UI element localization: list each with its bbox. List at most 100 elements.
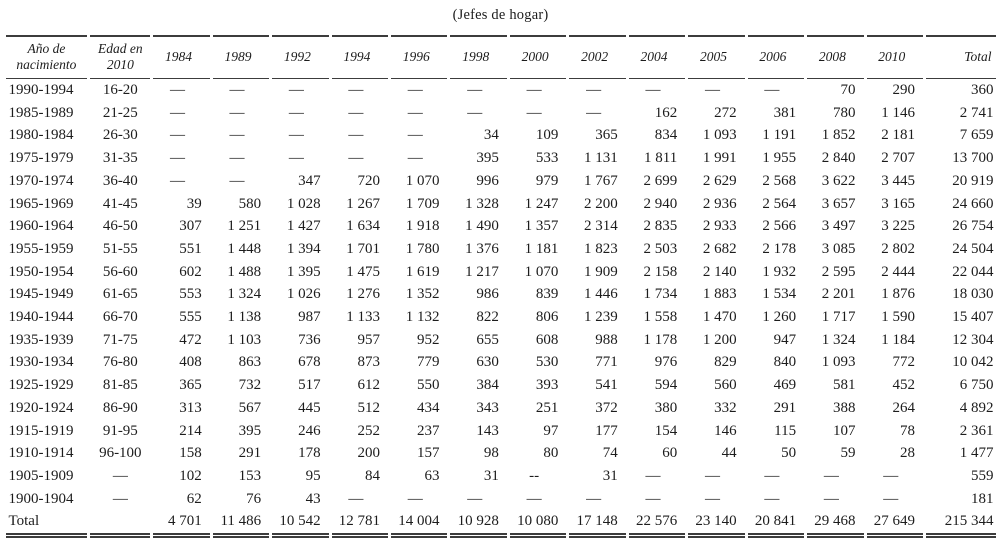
table-cell: 979	[535, 172, 559, 189]
table-cell: 555	[179, 309, 202, 326]
table-cell: 1 070	[405, 172, 440, 189]
table-cell: 29 468	[807, 510, 864, 539]
total-row: Total 4 701 11 486 10 542 12 781 14 004 10 928…	[5, 510, 996, 539]
table-cell: 1 811	[644, 150, 678, 167]
column-header: 2010	[866, 35, 923, 79]
table-cell: 655	[476, 331, 499, 348]
table-cell: 365	[179, 377, 202, 394]
table-cell: 11 486	[212, 510, 270, 539]
table-cell: 21-25	[102, 104, 138, 121]
table-cell: 153	[238, 467, 262, 484]
table-cell: 200	[357, 445, 381, 462]
table-cell: 581	[833, 377, 856, 394]
column-header: 2000	[509, 35, 567, 79]
table-cell: —	[112, 467, 128, 484]
table-cell: 630	[476, 354, 499, 371]
table-cell: 41-45	[102, 195, 138, 212]
table-cell: 24 504	[952, 240, 994, 257]
table-cell: 1 619	[405, 263, 440, 280]
table-row: 1930-1934 76-80 408 863 678 873 779 630 530 771 97…	[6, 351, 996, 374]
table-cell: 3 445	[881, 172, 915, 189]
table-row: 1915-1919 91-95 214 395 246 252 237 143 97 177 154…	[6, 420, 996, 443]
table-cell: —	[704, 82, 720, 98]
table-cell: 834	[654, 127, 678, 144]
table-cell: 1 394	[286, 240, 321, 257]
table-row: 1905-1909 — 102 153 95 84 63 31 -- 31 — — — — — 559	[6, 465, 996, 488]
table-cell: 237	[416, 422, 440, 439]
table-cell: 395	[476, 150, 499, 167]
table-cell: 2 201	[821, 286, 856, 303]
table-cell: 3 225	[881, 218, 915, 235]
column-header: 1984	[153, 35, 210, 79]
table-cell: 15 407	[952, 309, 994, 326]
table-cell: --	[529, 467, 540, 484]
table-row: 1985-1989 21-25 — — — — — — — — 162 272 381 780 1 146 2…	[6, 102, 996, 125]
table-cell: 17 148	[569, 510, 626, 539]
table-row: 1960-1964 46-50 307 1 251 1 427 1 634 1 918 1 4…	[6, 215, 996, 238]
table-cell: 2 314	[584, 218, 618, 235]
table-cell: 1 634	[346, 218, 381, 235]
table-cell: 2 802	[881, 240, 915, 257]
table-cell: 2 835	[643, 218, 678, 235]
table-cell: 13 700	[952, 150, 994, 167]
table-cell: 10 542	[272, 510, 329, 539]
table-cell: —	[823, 490, 839, 507]
table-cell: 215 344	[925, 510, 996, 539]
table-cell: 1 558	[643, 309, 678, 326]
table-cell: —	[704, 490, 720, 507]
table-cell: 1 352	[405, 286, 440, 303]
row-label: 1990-1994	[8, 82, 74, 98]
table-cell: 1 876	[881, 286, 915, 303]
table-cell: 34	[483, 127, 499, 144]
table-cell: 70	[840, 82, 856, 98]
table-cell: 1 247	[524, 195, 559, 212]
table-cell: 1 217	[465, 263, 499, 280]
table-cell: 2 568	[762, 172, 797, 189]
table-cell: —	[586, 82, 602, 98]
table-row: 1975-1979 31-35 — — — — — 395 533 1 131 1 811 1 991…	[6, 147, 996, 170]
table-cell: 1 918	[405, 218, 440, 235]
column-header: 1994	[331, 35, 389, 79]
table-cell: 550	[416, 377, 440, 394]
table-cell: 1 991	[702, 150, 737, 167]
table-cell: 553	[179, 286, 202, 303]
table-cell: —	[229, 127, 245, 144]
table-cell: 2 178	[762, 240, 797, 257]
table-cell: 36-40	[102, 172, 138, 189]
table-cell: —	[645, 467, 661, 484]
table-cell: 986	[476, 286, 499, 303]
table-cell: 44	[721, 445, 737, 462]
table-cell: 80	[543, 445, 559, 462]
row-label: 1940-1944	[8, 309, 74, 326]
row-label: 1985-1989	[8, 104, 74, 121]
table-cell: 2 933	[702, 218, 737, 235]
table-cell: 60	[662, 445, 678, 462]
table-cell: 26-30	[102, 127, 138, 144]
table-cell: 388	[833, 399, 856, 416]
table-cell: 18 030	[952, 286, 994, 303]
table-cell: 1 093	[821, 354, 856, 371]
table-cell: 3 657	[821, 195, 856, 212]
table-cell: 452	[892, 377, 915, 394]
table-cell: 1 093	[702, 127, 737, 144]
table-cell: 1 717	[821, 309, 856, 326]
table-cell: 31-35	[102, 150, 138, 167]
table-cell: 608	[535, 331, 559, 348]
table-cell: 1 251	[227, 218, 262, 235]
table-cell: 2 699	[643, 172, 678, 189]
table-cell: 840	[773, 354, 797, 371]
row-label: 1905-1909	[8, 467, 74, 484]
table-cell: 1 701	[346, 240, 381, 257]
row-label: 1935-1939	[8, 331, 74, 348]
table-cell: 2 564	[762, 195, 797, 212]
table-cell: 2 361	[959, 422, 994, 439]
table-cell: 779	[416, 354, 440, 371]
table-cell: 2 181	[881, 127, 915, 144]
table-cell: 512	[357, 399, 381, 416]
table-cell: 71-75	[102, 331, 138, 348]
table-cell: 1 200	[702, 331, 737, 348]
table-cell: 1 767	[584, 172, 618, 189]
table-cell: 264	[892, 399, 915, 416]
table-cell: 551	[179, 240, 202, 257]
table-cell: 1 267	[346, 195, 381, 212]
